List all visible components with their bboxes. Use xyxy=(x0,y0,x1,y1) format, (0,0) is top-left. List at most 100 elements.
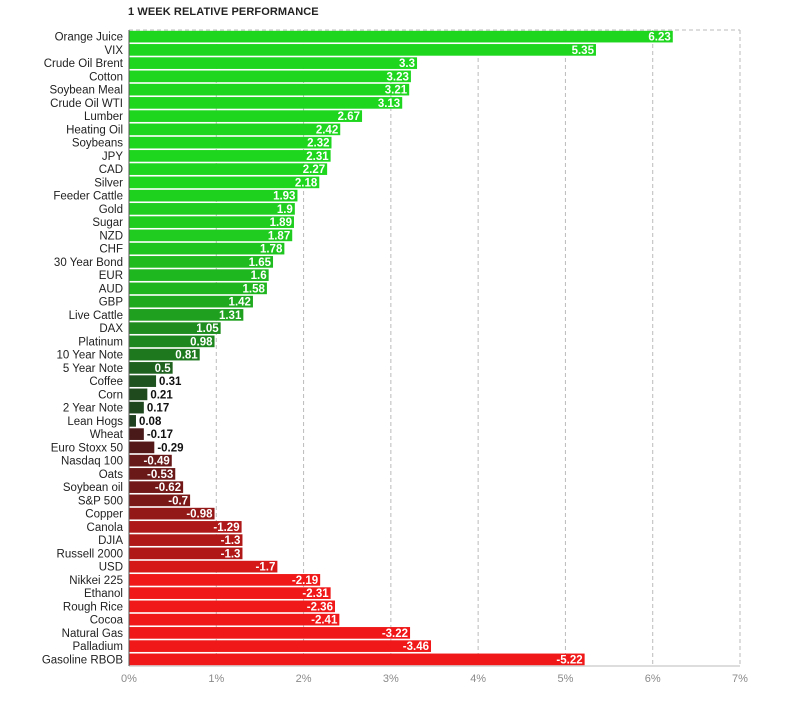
value-labels: 6.235.353.33.233.213.132.672.422.322.312… xyxy=(139,32,671,667)
grid-lines xyxy=(128,29,741,667)
category-label: VIX xyxy=(104,45,123,57)
value-label: 1.31 xyxy=(219,310,242,322)
value-label: 0.08 xyxy=(139,416,162,428)
bar xyxy=(129,415,136,427)
value-label: 0.17 xyxy=(147,403,169,415)
category-label: Lean Hogs xyxy=(67,416,123,428)
bar xyxy=(129,110,363,122)
category-label: USD xyxy=(99,562,123,574)
bar xyxy=(129,547,243,560)
category-label: Coffee xyxy=(89,376,123,388)
value-label: 1.89 xyxy=(270,217,292,229)
value-label: -2.19 xyxy=(292,575,318,587)
category-label: Feeder Cattle xyxy=(53,191,123,203)
bar xyxy=(129,613,340,626)
bar xyxy=(129,229,293,242)
value-label: 1.78 xyxy=(260,244,283,256)
bar xyxy=(129,136,332,149)
category-label: Platinum xyxy=(78,336,123,348)
x-tick-label: 3% xyxy=(383,673,399,685)
category-label: CAD xyxy=(99,164,123,176)
bar xyxy=(129,560,278,573)
value-label: 1.6 xyxy=(251,270,267,282)
value-label: -0.49 xyxy=(144,456,170,468)
category-label: Corn xyxy=(98,389,123,401)
category-label: GBP xyxy=(99,297,124,309)
category-label: Gold xyxy=(99,204,123,216)
bar xyxy=(129,362,173,374)
category-label: Nikkei 225 xyxy=(69,575,123,587)
value-label: 0.21 xyxy=(150,389,173,401)
bar xyxy=(129,494,191,507)
category-label: Lumber xyxy=(84,111,123,123)
bar xyxy=(129,189,298,202)
category-label: 5 Year Note xyxy=(63,363,123,375)
bar xyxy=(129,375,157,387)
value-label: -2.31 xyxy=(302,588,329,600)
value-label: -0.29 xyxy=(157,442,183,454)
bar xyxy=(129,574,321,586)
category-label: Crude Oil WTI xyxy=(50,98,123,110)
value-label: -0.62 xyxy=(155,482,181,494)
bar xyxy=(129,123,341,136)
bar xyxy=(129,640,432,652)
bar xyxy=(129,587,331,599)
bar xyxy=(129,441,155,454)
value-label: -1.7 xyxy=(256,562,276,574)
bar xyxy=(129,176,320,189)
bars xyxy=(129,30,673,666)
bar xyxy=(129,600,335,613)
bar xyxy=(129,388,148,401)
bar xyxy=(129,507,215,520)
category-label: Crude Oil Brent xyxy=(44,58,124,70)
category-label: Natural Gas xyxy=(62,628,124,640)
value-label: -0.53 xyxy=(147,469,173,481)
x-axis-ticks: 0% 1% 2% 3% 4% 5% 6% 7% xyxy=(121,673,748,685)
value-label: 1.9 xyxy=(277,204,293,216)
value-label: -0.98 xyxy=(186,509,213,521)
x-tick-label: 6% xyxy=(645,673,661,685)
category-label: Canola xyxy=(87,522,124,534)
bar xyxy=(129,44,596,56)
bar xyxy=(129,203,295,215)
bar xyxy=(129,269,269,281)
chart-title: 1 WEEK RELATIVE PERFORMANCE xyxy=(128,6,319,18)
category-label: Soybean Meal xyxy=(49,85,123,97)
category-label: AUD xyxy=(99,283,123,295)
category-label: Copper xyxy=(85,509,123,521)
category-label: Ethanol xyxy=(84,588,123,600)
value-label: -1.3 xyxy=(221,548,241,560)
bar xyxy=(129,322,221,334)
category-label: Russell 2000 xyxy=(57,548,123,560)
category-label: NZD xyxy=(99,230,123,242)
value-label: -2.41 xyxy=(311,615,338,627)
value-label: 5.35 xyxy=(572,45,595,57)
bar xyxy=(129,256,274,268)
category-label: S&P 500 xyxy=(78,495,123,507)
category-label: 10 Year Note xyxy=(56,350,123,362)
value-label: -0.7 xyxy=(168,495,188,507)
category-label: Euro Stoxx 50 xyxy=(51,442,123,454)
value-label: 2.42 xyxy=(316,124,338,136)
category-label: EUR xyxy=(99,270,123,282)
value-label: 2.27 xyxy=(303,164,325,176)
category-label: Orange Juice xyxy=(55,32,123,44)
bar xyxy=(129,335,215,348)
bar xyxy=(129,295,253,308)
category-label: CHF xyxy=(99,244,123,256)
value-label: -5.22 xyxy=(556,654,582,666)
value-label: 0.31 xyxy=(159,376,182,388)
x-tick-label: 5% xyxy=(557,673,573,685)
bar xyxy=(129,282,267,295)
bar xyxy=(129,97,403,109)
bar xyxy=(129,428,144,440)
bar xyxy=(129,521,242,533)
category-label: Cotton xyxy=(89,71,123,83)
value-label: 1.93 xyxy=(273,191,295,203)
value-label: 1.05 xyxy=(196,323,219,335)
category-label: 30 Year Bond xyxy=(54,257,123,269)
value-label: 1.87 xyxy=(268,230,290,242)
bar xyxy=(129,534,243,546)
bar xyxy=(129,242,285,255)
